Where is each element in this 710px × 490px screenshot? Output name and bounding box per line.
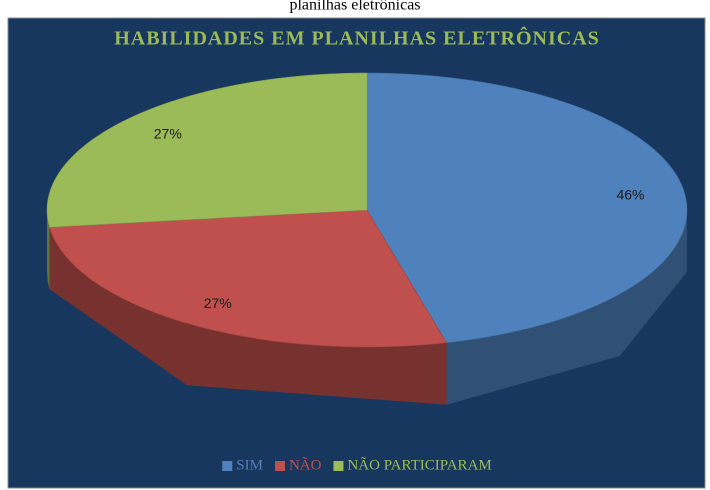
legend-swatch: [222, 461, 233, 471]
data-label: 27%: [154, 126, 182, 142]
data-label: 27%: [204, 295, 232, 311]
legend-label: SIM: [236, 457, 263, 473]
data-label: 46%: [616, 186, 644, 202]
legend-swatch: [274, 461, 285, 471]
slice-side: [49, 227, 447, 405]
legend-swatch: [333, 461, 344, 471]
legend-label: NÃO PARTICIPARAM: [347, 457, 491, 473]
slice: [46, 72, 368, 228]
slice: [49, 209, 448, 348]
caption: planilhas eletrônicas: [289, 0, 420, 14]
chart-title: HABILIDADES EM PLANILHAS ELETRÔNICAS: [114, 26, 600, 50]
pie: 46% 27% 27%: [46, 72, 688, 405]
legend-label: NÃO: [289, 457, 322, 473]
legend: SIM NÃO NÃO PARTICIPARAM: [222, 457, 492, 473]
slice-side: [446, 210, 687, 405]
slice: [366, 72, 688, 344]
slice-side: [47, 210, 50, 290]
